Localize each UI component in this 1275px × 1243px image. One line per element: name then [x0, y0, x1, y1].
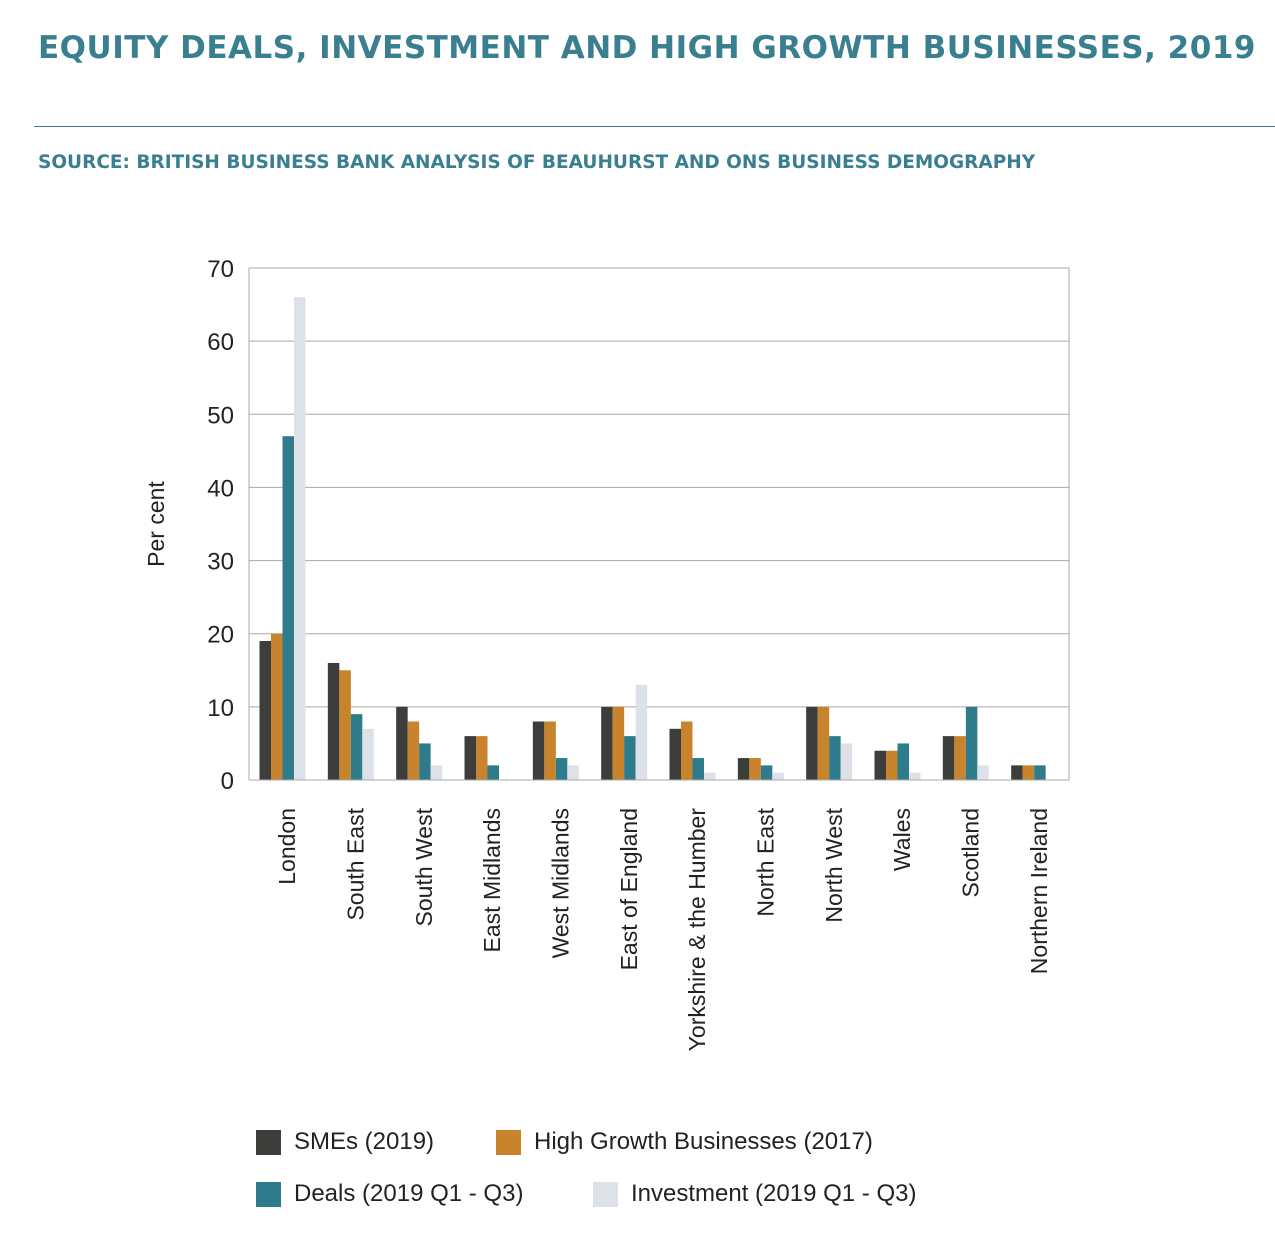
legend-label-deals: Deals (2019 Q1 - Q3): [294, 1180, 524, 1207]
x-tick-label: East of England: [616, 808, 642, 970]
bars: [259, 297, 1046, 780]
bar: [817, 706, 830, 780]
bar: [567, 765, 579, 780]
legend-label-smes: SMEs (2019): [294, 1128, 435, 1155]
bar: [909, 772, 921, 780]
bar: [1034, 765, 1046, 780]
legend-swatch-high-growth: [496, 1129, 521, 1155]
y-axis-label: Per cent: [143, 481, 169, 567]
legend-swatch-deals: [256, 1181, 281, 1207]
bar: [282, 436, 294, 780]
bar: [396, 706, 408, 780]
y-tick-label: 50: [207, 402, 234, 429]
bar: [624, 736, 636, 780]
x-tick-labels: London South East South West East Midlands W…: [274, 807, 1052, 1051]
bar: [692, 758, 704, 780]
legend: SMEs (2019) High Growth Businesses (2017…: [256, 1128, 1016, 1218]
bar: [271, 633, 283, 780]
x-tick-label: North West: [821, 807, 847, 922]
bar: [362, 728, 374, 780]
bar: [737, 758, 750, 780]
bar: [897, 743, 909, 780]
bar: [464, 736, 476, 780]
y-tick-label: 70: [207, 256, 234, 283]
legend-label-investment: Investment (2019 Q1 - Q3): [631, 1180, 917, 1207]
bar: [874, 750, 886, 780]
bar: [704, 772, 716, 780]
grid-lines: [249, 267, 1069, 708]
bar: [430, 765, 443, 780]
bar: [612, 706, 625, 780]
legend-item-investment: Investment (2019 Q1 - Q3): [593, 1180, 916, 1208]
bar: [259, 641, 271, 780]
bar: [749, 758, 761, 780]
bar: [954, 736, 966, 780]
y-tick-label: 20: [207, 622, 234, 649]
bar: [772, 772, 784, 780]
x-tick-label: London: [274, 808, 300, 885]
y-tick-labels: 0 10 20 30 40 50 60 70: [207, 256, 234, 795]
bar: [476, 736, 488, 780]
x-tick-label: South East: [343, 807, 369, 920]
x-tick-label: West Midlands: [548, 808, 574, 958]
bar: [327, 662, 340, 780]
legend-item-smes: SMEs (2019): [256, 1128, 434, 1156]
legend-label-high-growth: High Growth Businesses (2017): [534, 1128, 873, 1155]
title-divider: [34, 126, 1275, 127]
bar: [601, 706, 613, 780]
bar: [294, 297, 306, 780]
x-tick-label: Yorkshire & the Humber: [684, 808, 710, 1052]
x-tick-label: Scotland: [958, 808, 984, 898]
y-tick-label: 10: [207, 695, 234, 722]
x-tick-label: Northern Ireland: [1026, 808, 1052, 974]
bar: [1022, 765, 1035, 780]
legend-item-deals: Deals (2019 Q1 - Q3): [256, 1180, 523, 1208]
bar: [555, 758, 568, 780]
x-tick-label: East Midlands: [479, 808, 505, 952]
bar: [681, 721, 693, 780]
bar: [339, 670, 351, 780]
bar: [942, 736, 955, 780]
bar: [350, 714, 363, 780]
x-tick-label: South West: [411, 807, 437, 926]
y-tick-label: 60: [207, 329, 234, 356]
bar: [544, 721, 556, 780]
bar: [840, 743, 853, 780]
chart-title: EQUITY DEALS, INVESTMENT AND HIGH GROWTH…: [38, 30, 1256, 66]
bar: [760, 765, 773, 780]
bar: [532, 721, 545, 780]
y-tick-label: 30: [207, 549, 234, 576]
bar: [669, 728, 681, 780]
x-tick-label: Wales: [889, 808, 915, 871]
bar: [407, 721, 420, 780]
legend-swatch-investment: [593, 1181, 618, 1207]
bar: [419, 743, 431, 780]
bar: [487, 765, 499, 780]
bar: [806, 706, 818, 780]
bar: [977, 765, 989, 780]
bar: [886, 750, 898, 780]
x-tick-label: North East: [753, 807, 779, 916]
bar: [635, 684, 648, 780]
bar: [1011, 765, 1023, 780]
bar: [829, 736, 841, 780]
y-tick-label: 40: [207, 475, 234, 502]
bar: [965, 706, 978, 780]
legend-item-high-growth: High Growth Businesses (2017): [496, 1128, 873, 1156]
legend-swatch-smes: [256, 1129, 281, 1155]
y-tick-label: 0: [221, 768, 234, 795]
axes: [248, 268, 1070, 781]
chart-source: SOURCE: BRITISH BUSINESS BANK ANALYSIS O…: [38, 152, 1036, 173]
